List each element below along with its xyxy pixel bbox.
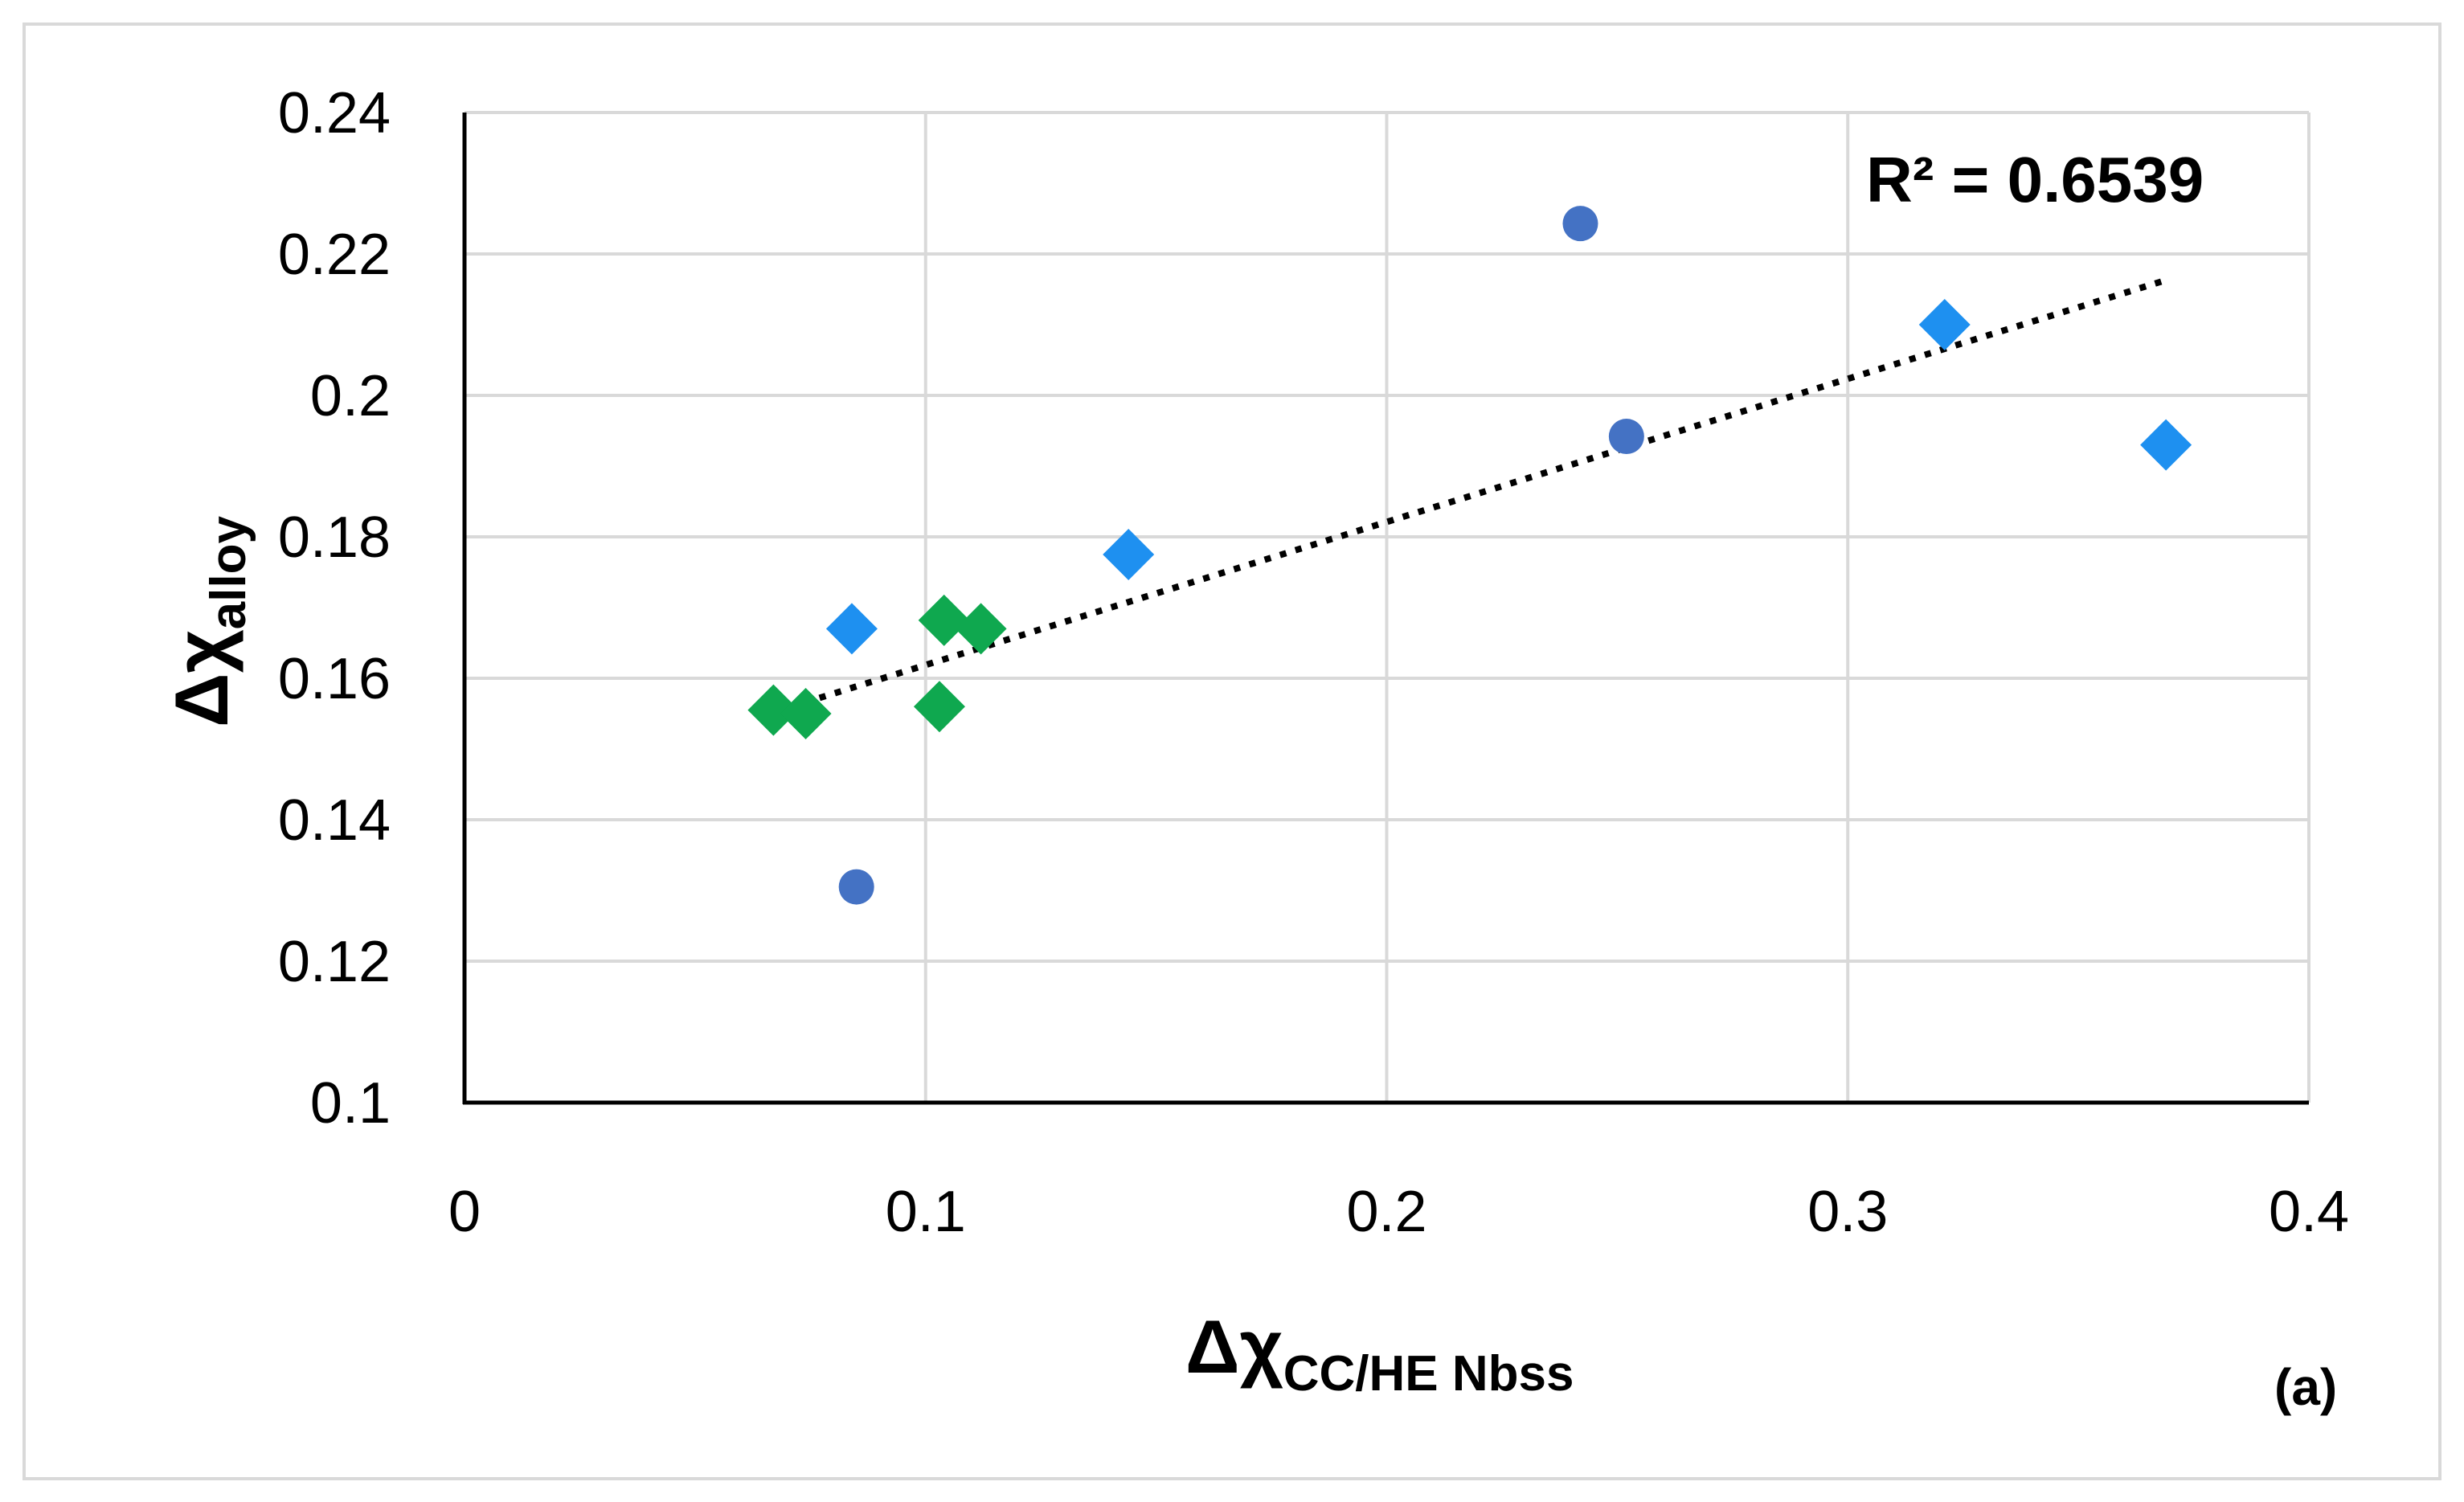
y-tick-labels: 0.1 0.12 0.14 0.16 0.18 0.2 0.22 0.24 xyxy=(278,81,391,1136)
data-point-circle xyxy=(1562,206,1598,242)
y-axis-title: Δχalloy xyxy=(159,516,256,727)
data-point-circle xyxy=(838,869,874,905)
trendline xyxy=(772,276,2167,716)
panel-label: (a) xyxy=(2274,1358,2337,1416)
y-tick-label: 0.18 xyxy=(278,505,391,570)
x-tick-label: 0 xyxy=(448,1180,481,1244)
y-axis-title-subscript: alloy xyxy=(201,516,256,630)
data-point-diamond xyxy=(1103,529,1155,580)
data-point-diamond xyxy=(1918,299,1971,350)
data-point-diamond xyxy=(913,681,965,733)
y-tick-label: 0.22 xyxy=(278,223,391,287)
x-tick-label: 0.2 xyxy=(1346,1180,1426,1244)
x-axis-title-subscript: CC/HE Nbss xyxy=(1283,1346,1574,1402)
y-tick-label: 0.24 xyxy=(278,81,391,145)
data-points xyxy=(747,206,2192,905)
data-point-diamond xyxy=(955,603,1007,655)
y-tick-label: 0.12 xyxy=(278,930,391,994)
y-axis-title-main: Δχ xyxy=(159,629,244,727)
data-point-diamond xyxy=(825,603,878,655)
data-point-diamond xyxy=(747,684,800,736)
x-tick-label: 0.3 xyxy=(1807,1180,1888,1244)
x-tick-labels: 0 0.1 0.2 0.3 0.4 xyxy=(448,1180,2349,1244)
axes xyxy=(462,113,2309,1105)
trendline-group xyxy=(772,276,2167,716)
x-tick-label: 0.1 xyxy=(886,1180,966,1244)
grid-lines xyxy=(465,111,2311,1103)
x-tick-label: 0.4 xyxy=(2269,1180,2349,1244)
y-tick-label: 0.14 xyxy=(278,788,391,853)
y-tick-label: 0.1 xyxy=(310,1071,391,1136)
x-axis-title-main: Δχ xyxy=(1185,1304,1283,1389)
r-squared-label: R² = 0.6539 xyxy=(1866,144,2204,215)
x-axis-title: ΔχCC/HE Nbss xyxy=(1185,1304,1574,1402)
y-tick-label: 0.16 xyxy=(278,647,391,711)
data-point-diamond xyxy=(2140,419,2192,471)
y-tick-label: 0.2 xyxy=(310,364,391,428)
data-point-diamond xyxy=(780,688,832,739)
data-point-circle xyxy=(1608,419,1644,455)
chart-frame xyxy=(23,23,2441,1480)
data-point-diamond xyxy=(918,594,970,646)
